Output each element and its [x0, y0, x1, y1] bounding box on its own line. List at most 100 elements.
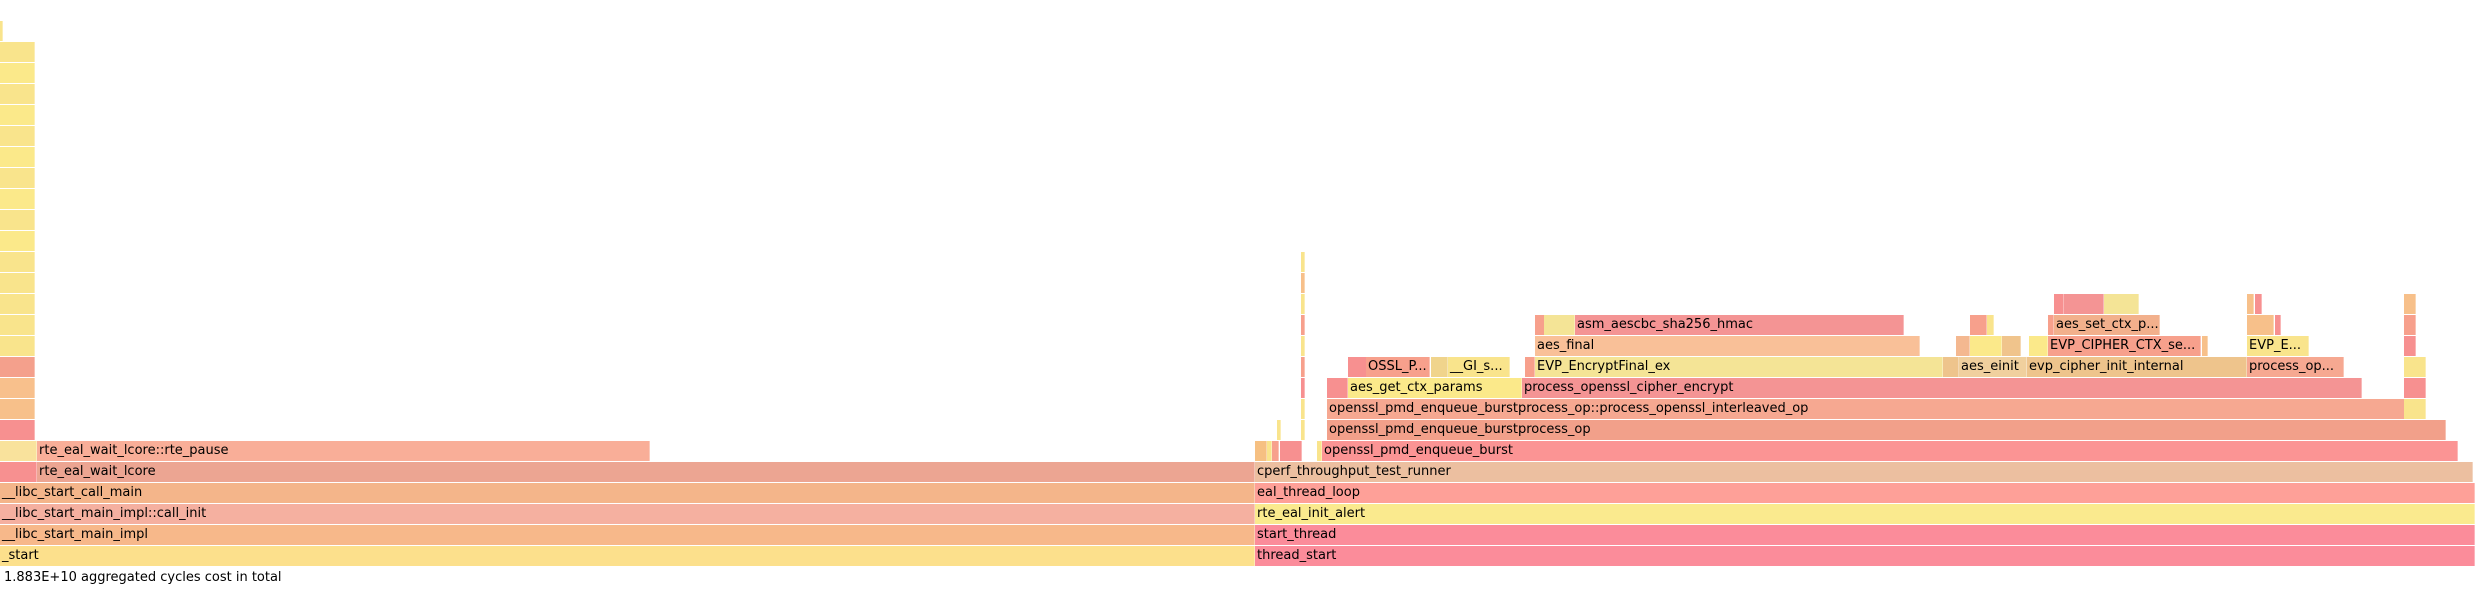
flame-frame[interactable]	[1317, 441, 1322, 461]
flame-frame[interactable]	[2002, 336, 2021, 356]
flame-frame[interactable]	[1272, 441, 1279, 461]
flame-frame[interactable]	[2247, 294, 2254, 314]
flame-frame-label: __libc_start_main_impl	[2, 527, 149, 542]
flame-frame[interactable]	[1302, 441, 1317, 461]
flame-frame[interactable]: __libc_start_main_impl	[0, 525, 1255, 545]
flame-frame[interactable]: start_thread	[1255, 525, 2475, 545]
flame-frame[interactable]	[2048, 315, 2054, 335]
flame-frame[interactable]	[2404, 336, 2416, 356]
flame-frame[interactable]: openssl_pmd_enqueue_burst	[1322, 441, 2458, 461]
flame-frame[interactable]	[0, 189, 35, 209]
flame-frame[interactable]	[0, 252, 35, 272]
flame-frame[interactable]	[2247, 315, 2274, 335]
flame-frame[interactable]	[1301, 252, 1305, 272]
flame-frame[interactable]	[2255, 294, 2262, 314]
flame-frame[interactable]	[2104, 294, 2139, 314]
flame-frame[interactable]: __libc_start_main_impl::call_init	[0, 504, 1255, 524]
flame-frame[interactable]	[1301, 357, 1305, 377]
flame-frame[interactable]: rte_eal_wait_lcore::rte_pause	[37, 441, 650, 461]
flame-frame[interactable]: rte_eal_init_alert	[1255, 504, 2475, 524]
flame-frame[interactable]: __GI_s...	[1448, 357, 1510, 377]
flame-frame[interactable]	[0, 105, 35, 125]
flame-frame[interactable]	[2064, 294, 2104, 314]
flame-frame[interactable]	[0, 63, 35, 83]
flame-frame[interactable]	[1301, 420, 1305, 440]
flame-frame-label: EVP_CIPHER_CTX_se...	[2050, 338, 2196, 353]
flame-frame[interactable]	[0, 399, 35, 419]
flame-frame[interactable]	[0, 168, 35, 188]
flame-frame[interactable]	[1280, 441, 1302, 461]
flame-frame[interactable]	[0, 420, 35, 440]
flame-frame[interactable]	[2404, 378, 2426, 398]
flame-frame[interactable]	[1327, 378, 1348, 398]
flame-frame[interactable]	[0, 357, 35, 377]
flame-frame[interactable]: asm_aescbc_sha256_hmac	[1575, 315, 1904, 335]
flame-frame-label: process_openssl_cipher_encrypt	[1524, 380, 1734, 395]
flame-frame[interactable]: aes_final	[1535, 336, 1920, 356]
flame-frame[interactable]	[1970, 315, 1987, 335]
flame-frame[interactable]	[1267, 441, 1272, 461]
flame-frame[interactable]: eal_thread_loop	[1255, 483, 2475, 503]
flame-frame[interactable]	[2054, 294, 2064, 314]
flame-frame[interactable]: __libc_start_call_main	[0, 483, 1255, 503]
flame-frame[interactable]	[1301, 336, 1305, 356]
flame-frame[interactable]	[1970, 336, 2002, 356]
flame-frame[interactable]: _start	[0, 546, 1255, 566]
flame-frame[interactable]	[0, 84, 35, 104]
flame-frame[interactable]	[2275, 315, 2281, 335]
flame-frame[interactable]	[0, 378, 35, 398]
flame-frame[interactable]: process_op...	[2247, 357, 2344, 377]
flame-frame[interactable]: openssl_pmd_enqueue_burstprocess_op::pro…	[1327, 399, 2405, 419]
flame-frame[interactable]	[1987, 315, 1994, 335]
flame-frame[interactable]	[0, 315, 35, 335]
flame-frame[interactable]	[1943, 357, 1959, 377]
flame-frame[interactable]	[0, 147, 35, 167]
flame-frame[interactable]: OSSL_P...	[1366, 357, 1430, 377]
flame-frame[interactable]	[0, 126, 35, 146]
flame-frame[interactable]	[1301, 294, 1305, 314]
flame-frame[interactable]	[1301, 399, 1305, 419]
flame-frame[interactable]: aes_set_ctx_p...	[2054, 315, 2160, 335]
flame-frame-label: evp_cipher_init_internal	[2029, 359, 2184, 374]
flame-frame[interactable]	[0, 231, 35, 251]
flame-frame[interactable]: EVP_EncryptFinal_ex	[1535, 357, 1943, 377]
flame-frame[interactable]	[1431, 357, 1448, 377]
flame-frame[interactable]	[0, 462, 37, 482]
flame-frame[interactable]	[0, 210, 35, 230]
flame-frame[interactable]	[1277, 420, 1281, 440]
flame-frame[interactable]	[0, 336, 35, 356]
flame-frame[interactable]: cperf_throughput_test_runner	[1255, 462, 2473, 482]
flame-frame[interactable]	[2404, 294, 2416, 314]
flame-frame[interactable]	[0, 273, 35, 293]
flame-frame[interactable]: process_openssl_cipher_encrypt	[1522, 378, 2362, 398]
flame-frame[interactable]	[2029, 336, 2048, 356]
flame-frame[interactable]: thread_start	[1255, 546, 2475, 566]
flame-frame[interactable]	[1348, 357, 1367, 377]
flame-frame[interactable]	[1544, 315, 1575, 335]
flame-frame-label: openssl_pmd_enqueue_burst	[1324, 443, 1513, 458]
flame-frame[interactable]	[2404, 399, 2426, 419]
flame-frame[interactable]: EVP_CIPHER_CTX_se...	[2048, 336, 2201, 356]
flame-frame-label: process_op...	[2249, 359, 2335, 374]
flame-frame[interactable]	[1525, 357, 1535, 377]
flame-frame[interactable]: EVP_E...	[2247, 336, 2309, 356]
flame-frame[interactable]	[2202, 336, 2208, 356]
flame-frame[interactable]	[0, 42, 35, 62]
flame-frame-label: EVP_EncryptFinal_ex	[1537, 359, 1671, 374]
flame-frame[interactable]: evp_cipher_init_internal	[2027, 357, 2247, 377]
flame-frame[interactable]: openssl_pmd_enqueue_burstprocess_op	[1327, 420, 2446, 440]
flame-frame[interactable]	[1956, 336, 1970, 356]
flame-frame[interactable]	[2404, 315, 2416, 335]
flame-frame[interactable]: aes_einit	[1959, 357, 2027, 377]
flame-frame[interactable]	[1301, 315, 1305, 335]
flame-frame[interactable]	[1301, 378, 1305, 398]
flame-frame[interactable]	[0, 21, 3, 41]
flame-frame[interactable]	[2404, 357, 2426, 377]
flame-frame[interactable]: rte_eal_wait_lcore	[37, 462, 1255, 482]
flame-frame[interactable]	[1255, 441, 1267, 461]
flame-frame[interactable]	[1301, 273, 1305, 293]
flame-frame[interactable]	[0, 441, 37, 461]
flame-frame[interactable]	[0, 294, 35, 314]
flame-frame[interactable]: aes_get_ctx_params	[1348, 378, 1522, 398]
